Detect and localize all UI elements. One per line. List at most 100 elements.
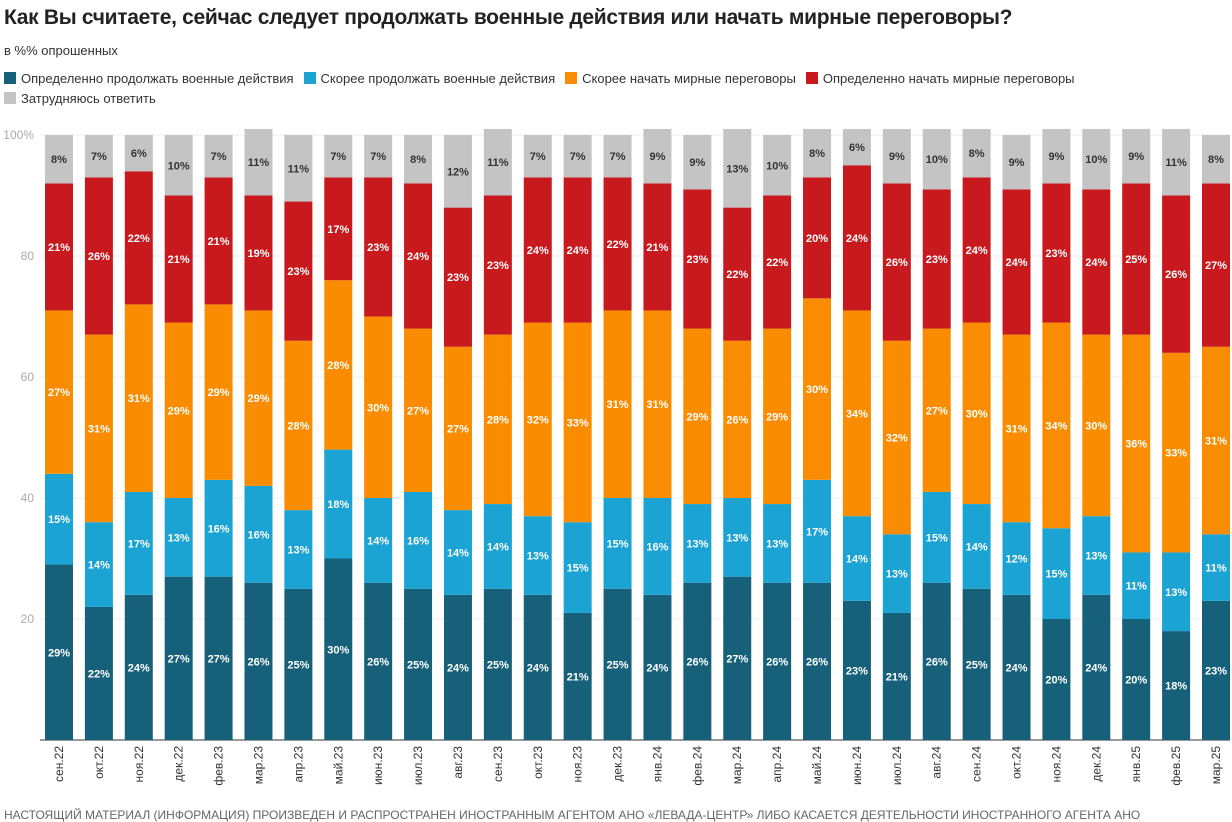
bar-segment: [204, 479, 233, 577]
bar-segment: [284, 201, 313, 341]
legend-item: Определенно продолжать военные действия: [4, 69, 294, 89]
bar-segment: [483, 334, 512, 505]
data-label: 9%: [689, 157, 705, 169]
bar-segment: [922, 491, 951, 583]
data-label: 14%: [367, 535, 389, 547]
legend-swatch: [565, 72, 578, 84]
x-tick-label: дек.24: [1089, 746, 1103, 782]
data-label: 27%: [208, 653, 230, 665]
data-label: 28%: [327, 360, 349, 372]
data-label: 24%: [966, 245, 988, 257]
legend-item: Скорее продолжать военные действия: [303, 69, 555, 89]
x-tick-label: сен.22: [52, 746, 66, 782]
bar-segment: [523, 135, 552, 178]
data-label: 10%: [766, 160, 788, 172]
data-label: 7%: [370, 151, 386, 163]
bar-segment: [483, 504, 512, 589]
data-label: 31%: [128, 393, 150, 405]
data-label: 24%: [646, 662, 668, 674]
x-tick-label: сен.24: [970, 746, 984, 782]
data-label: 24%: [1006, 662, 1028, 674]
data-label: 27%: [726, 653, 748, 665]
x-tick-label: май.23: [331, 746, 345, 785]
data-label: 21%: [168, 254, 190, 266]
bar-segment: [1122, 619, 1151, 740]
data-label: 21%: [208, 236, 230, 248]
bar-segment: [962, 177, 991, 323]
x-tick-label: апр.23: [291, 746, 305, 783]
data-label: 25%: [607, 659, 629, 671]
bar-segment: [603, 588, 632, 740]
data-label: 31%: [88, 423, 110, 435]
data-label: 8%: [410, 154, 426, 166]
data-label: 21%: [567, 671, 589, 683]
bar-segment: [1202, 346, 1230, 535]
data-label: 27%: [168, 653, 190, 665]
bar-segment: [284, 510, 313, 589]
bar-segment: [1042, 128, 1071, 184]
x-tick-label: мар.25: [1209, 746, 1223, 785]
y-tick-label: 40: [21, 491, 35, 505]
data-label: 15%: [926, 532, 948, 544]
data-label: 13%: [726, 532, 748, 544]
data-label: 25%: [966, 659, 988, 671]
footer-disclaimer: НАСТОЯЩИЙ МАТЕРИАЛ (ИНФОРМАЦИЯ) ПРОИЗВЕД…: [4, 808, 1141, 822]
bar-segment: [842, 600, 871, 740]
data-label: 25%: [487, 659, 509, 671]
bar-segment: [603, 177, 632, 311]
bar-segment: [324, 280, 353, 450]
x-tick-label: фев.24: [690, 746, 704, 786]
data-label: 30%: [806, 384, 828, 396]
bar-segment: [1202, 534, 1230, 601]
bar-segment: [1002, 189, 1031, 335]
bar-segment: [922, 189, 951, 329]
bar-segment: [723, 340, 752, 498]
bar-segment: [922, 328, 951, 492]
bar-segment: [683, 135, 712, 190]
bar-segment: [1162, 128, 1191, 196]
data-label: 23%: [287, 266, 309, 278]
data-label: 11%: [248, 157, 270, 169]
data-label: 17%: [128, 538, 150, 550]
data-label: 12%: [447, 166, 469, 178]
x-tick-label: фев.25: [1169, 746, 1183, 786]
data-label: 32%: [527, 414, 549, 426]
bar-segment: [124, 491, 153, 595]
data-label: 6%: [131, 148, 147, 160]
bar-segment: [204, 135, 233, 178]
data-label: 11%: [487, 157, 509, 169]
bar-segment: [683, 504, 712, 583]
bar-segment: [1082, 516, 1111, 595]
bar-segment: [1162, 631, 1191, 740]
data-label: 23%: [487, 260, 509, 272]
legend: Определенно продолжать военные действия С…: [4, 69, 1204, 109]
data-label: 22%: [766, 257, 788, 269]
data-label: 26%: [247, 656, 269, 668]
bar-segment: [284, 135, 313, 202]
bar-segment: [922, 582, 951, 740]
bar-segment: [124, 171, 153, 305]
bar-segment: [723, 576, 752, 740]
data-label: 14%: [966, 541, 988, 553]
data-label: 14%: [487, 541, 509, 553]
bar-segment: [643, 128, 672, 184]
data-label: 23%: [1045, 248, 1067, 260]
bar-segment: [563, 322, 592, 523]
y-tick-label: 20: [21, 612, 35, 626]
bar-segment: [1042, 322, 1071, 529]
bar-segment: [1202, 135, 1230, 184]
bar-segment: [1122, 334, 1151, 553]
bar-segment: [1002, 522, 1031, 595]
y-tick-label: 100%: [3, 128, 34, 142]
data-label: 25%: [407, 659, 429, 671]
x-tick-label: янв.25: [1129, 746, 1143, 783]
bar-segment: [443, 346, 472, 511]
bar-segment: [563, 612, 592, 740]
data-label: 29%: [686, 411, 708, 423]
bar-segment: [523, 594, 552, 740]
bar-segment: [45, 183, 73, 311]
data-label: 27%: [48, 387, 70, 399]
data-label: 10%: [168, 160, 190, 172]
data-label: 20%: [806, 233, 828, 245]
